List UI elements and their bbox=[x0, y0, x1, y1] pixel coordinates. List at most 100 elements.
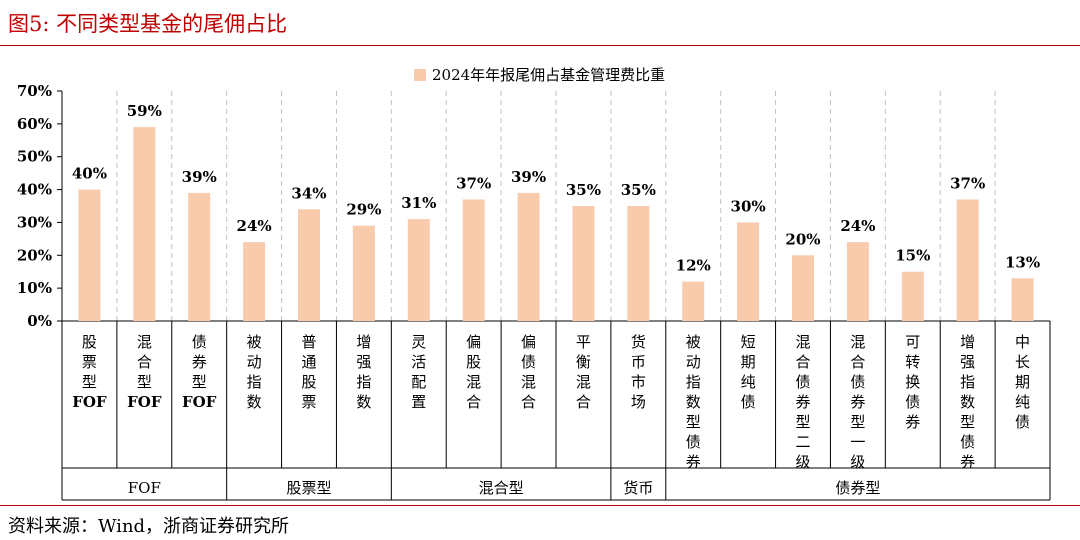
category-label: 衡 bbox=[576, 353, 591, 371]
data-label: 39% bbox=[511, 168, 546, 186]
bar bbox=[846, 242, 869, 321]
category-label: 被 bbox=[686, 333, 701, 351]
data-label: 37% bbox=[456, 174, 491, 192]
category-label: 股 bbox=[466, 353, 481, 371]
category-label: 债 bbox=[686, 433, 701, 451]
category-label: 型 bbox=[82, 373, 97, 391]
category-label: 可 bbox=[905, 333, 920, 351]
category-label: 型 bbox=[795, 413, 810, 431]
category-label: 混 bbox=[576, 373, 591, 391]
y-tick-label: 60% bbox=[17, 115, 52, 133]
data-label: 37% bbox=[950, 174, 985, 192]
data-label: 59% bbox=[127, 102, 162, 120]
bar bbox=[133, 127, 156, 322]
category-label: FOF bbox=[72, 393, 107, 411]
bar bbox=[1011, 278, 1034, 321]
category-label: 级 bbox=[850, 453, 865, 471]
data-label: 35% bbox=[566, 181, 601, 199]
y-tick-label: 30% bbox=[17, 213, 52, 231]
bar bbox=[188, 192, 211, 321]
bar bbox=[352, 225, 375, 321]
category-label: 债 bbox=[960, 433, 975, 451]
data-label: 15% bbox=[895, 247, 930, 265]
data-label: 40% bbox=[72, 165, 107, 183]
legend: 2024年年报尾佣占基金管理费比重 bbox=[414, 66, 665, 84]
data-label: 20% bbox=[785, 230, 820, 248]
category-label: 混 bbox=[850, 333, 865, 351]
category-label: 混 bbox=[795, 333, 810, 351]
category-label: 货 bbox=[631, 333, 646, 351]
bar bbox=[298, 209, 320, 321]
source-note: 资料来源：Wind，浙商证券研究所 bbox=[8, 516, 290, 537]
category-label: 数 bbox=[686, 393, 701, 411]
category-label: 股 bbox=[301, 373, 316, 391]
category-label: 期 bbox=[741, 353, 756, 371]
group-label: FOF bbox=[128, 479, 161, 497]
category-label: 票 bbox=[301, 393, 316, 411]
bar bbox=[627, 206, 650, 321]
bar bbox=[517, 192, 540, 321]
category-label: 股 bbox=[82, 333, 97, 351]
category-label: 币 bbox=[631, 353, 646, 371]
category-label: 纯 bbox=[1015, 393, 1030, 411]
data-label: 13% bbox=[1005, 253, 1040, 271]
bar bbox=[407, 219, 430, 321]
category-label: 债 bbox=[795, 373, 810, 391]
category-label: 增 bbox=[960, 333, 975, 351]
category-label: 通 bbox=[301, 353, 316, 371]
category-label: 债 bbox=[905, 393, 920, 411]
category-label: 指 bbox=[686, 373, 701, 391]
category-label: 型 bbox=[192, 373, 207, 391]
category-label: 换 bbox=[905, 373, 920, 391]
category-label: 平 bbox=[576, 333, 591, 351]
category-label: 动 bbox=[686, 353, 701, 371]
bar bbox=[78, 189, 101, 321]
category-label: 强 bbox=[960, 353, 975, 371]
category-label: 混 bbox=[521, 373, 536, 391]
y-tick-label: 0% bbox=[27, 312, 52, 330]
group-label: 货币 bbox=[623, 479, 653, 497]
category-label: 指 bbox=[356, 373, 371, 391]
category-label: 合 bbox=[137, 353, 152, 371]
category-label: 级 bbox=[795, 453, 810, 471]
y-tick-label: 40% bbox=[17, 181, 52, 199]
y-tick-label: 50% bbox=[17, 148, 52, 166]
category-label: 活 bbox=[411, 353, 426, 371]
category-label: 券 bbox=[905, 413, 920, 431]
data-label: 31% bbox=[401, 194, 436, 212]
category-label: 指 bbox=[247, 373, 262, 391]
category-label: 债 bbox=[192, 333, 207, 351]
category-label: 型 bbox=[686, 413, 701, 431]
data-label: 24% bbox=[237, 217, 272, 235]
category-label: 债 bbox=[521, 353, 536, 371]
category-label: 一 bbox=[850, 433, 865, 451]
bar bbox=[901, 271, 924, 321]
category-label: 券 bbox=[960, 453, 975, 471]
data-label: 34% bbox=[291, 184, 326, 202]
bar bbox=[243, 242, 266, 321]
category-label: 场 bbox=[631, 393, 646, 411]
category-label: 债 bbox=[850, 373, 865, 391]
category-label: 型 bbox=[960, 413, 975, 431]
data-label: 24% bbox=[840, 217, 875, 235]
category-label: 数 bbox=[247, 393, 262, 411]
legend-label: 2024年年报尾佣占基金管理费比重 bbox=[432, 66, 665, 84]
category-label: 合 bbox=[466, 393, 481, 411]
category-label: 合 bbox=[576, 393, 591, 411]
data-label: 35% bbox=[621, 181, 656, 199]
category-label: 合 bbox=[521, 393, 536, 411]
category-label: 券 bbox=[795, 393, 810, 411]
bar bbox=[956, 199, 979, 321]
category-label: 增 bbox=[356, 333, 371, 351]
group-label: 股票型 bbox=[286, 479, 331, 497]
category-label: 偏 bbox=[521, 333, 536, 351]
figure-title: 图5: 不同类型基金的尾佣占比 bbox=[8, 12, 288, 36]
category-label: 合 bbox=[850, 353, 865, 371]
category-label: 普 bbox=[301, 333, 316, 351]
legend-swatch bbox=[414, 69, 426, 81]
category-label: 偏 bbox=[466, 333, 481, 351]
category-label: 长 bbox=[1015, 353, 1030, 371]
category-label: 券 bbox=[686, 453, 701, 471]
category-label: FOF bbox=[127, 393, 162, 411]
category-label: 型 bbox=[137, 373, 152, 391]
